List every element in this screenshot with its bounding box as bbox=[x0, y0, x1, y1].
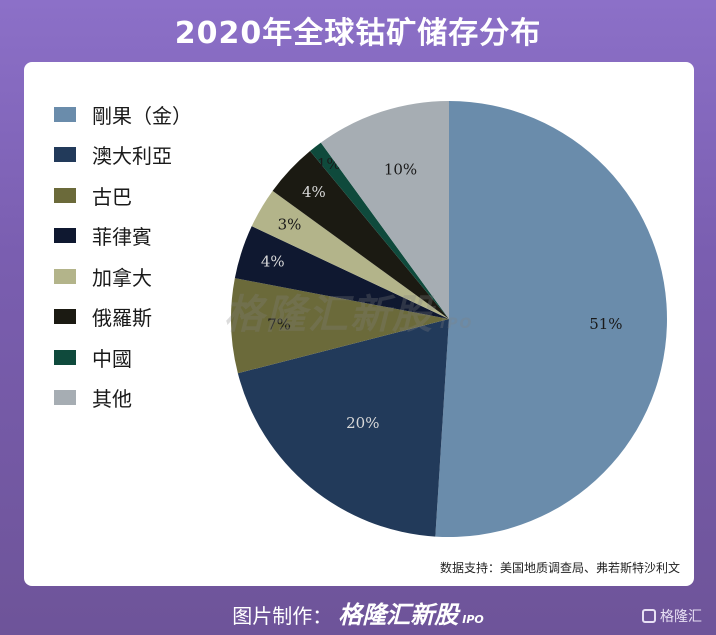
pie-slice bbox=[237, 319, 449, 537]
legend-swatch bbox=[54, 309, 76, 325]
legend-label: 其他 bbox=[92, 387, 132, 412]
legend-item: 其他 bbox=[54, 378, 192, 419]
legend-swatch bbox=[54, 349, 76, 365]
legend-label: 俄羅斯 bbox=[92, 306, 152, 331]
pie-slice bbox=[231, 278, 449, 374]
source-note: 数据支持：美国地质调查局、弗若斯特沙利文 bbox=[439, 561, 680, 575]
legend-label: 加拿大 bbox=[92, 265, 152, 290]
pie-slice-label: 20% bbox=[346, 414, 379, 432]
chart-card: 51% 20% 7% 4% 3% 4% 1% 10% 格隆汇新股 IPO 剛果（金） 澳大利亞 古巴… bbox=[24, 62, 694, 586]
legend-label: 剛果（金） bbox=[92, 103, 192, 128]
legend-item: 菲律賓 bbox=[54, 216, 192, 257]
pie-slice-label: 4% bbox=[302, 183, 326, 201]
footer-credit: 图片制作： 格隆汇新股 IPO bbox=[0, 595, 716, 630]
pie-slice bbox=[435, 101, 667, 537]
legend-swatch bbox=[54, 187, 76, 203]
page-title: 2020年全球钴矿储存分布 bbox=[174, 16, 542, 51]
corner-logo: 格隆汇 bbox=[642, 606, 702, 626]
legend-item: 剛果（金） bbox=[54, 94, 192, 135]
footer-brand: 格隆汇新股 IPO bbox=[338, 601, 484, 629]
legend-label: 澳大利亞 bbox=[92, 144, 172, 169]
gelonghui-logo-icon bbox=[642, 609, 656, 623]
legend-item: 古巴 bbox=[54, 175, 192, 216]
legend-swatch bbox=[54, 268, 76, 284]
pie-slice bbox=[310, 142, 449, 319]
footer-brand-text: 格隆汇新股 bbox=[338, 601, 459, 629]
footer-brand-sub: IPO bbox=[462, 613, 484, 626]
pie-slice-label: 4% bbox=[261, 253, 285, 271]
pie-slice bbox=[320, 101, 449, 319]
legend-item: 澳大利亞 bbox=[54, 135, 192, 176]
pie-slice-label: 3% bbox=[278, 216, 302, 234]
legend-swatch bbox=[54, 106, 76, 122]
pie-chart: 51%20%7%4%3%4%1% 10% bbox=[231, 101, 667, 537]
legend-item: 中國 bbox=[54, 337, 192, 378]
pie-slice bbox=[234, 226, 449, 319]
watermark: 格隆汇新股 IPO bbox=[224, 282, 473, 340]
legend-label: 古巴 bbox=[92, 184, 132, 209]
footer-prefix: 图片制作： bbox=[232, 604, 333, 628]
legend-item: 俄羅斯 bbox=[54, 297, 192, 338]
watermark-sub: IPO bbox=[440, 316, 474, 332]
legend-item: 加拿大 bbox=[54, 256, 192, 297]
legend-swatch bbox=[54, 147, 76, 163]
pie-slice-label: 7% bbox=[267, 315, 291, 333]
pie-slice-label: 10% bbox=[384, 161, 417, 179]
corner-logo-text: 格隆汇 bbox=[660, 609, 702, 625]
legend-label: 中國 bbox=[92, 346, 132, 371]
pie-slice-label: 51% bbox=[589, 315, 622, 333]
pie-slice bbox=[272, 151, 449, 319]
legend-swatch bbox=[54, 390, 76, 406]
legend-label: 菲律賓 bbox=[92, 225, 152, 250]
legend-swatch bbox=[54, 228, 76, 244]
pie-slice bbox=[251, 190, 449, 319]
legend: 剛果（金） 澳大利亞古巴菲律賓加拿大俄羅斯中國其他 bbox=[54, 94, 192, 418]
watermark-text: 格隆汇新股 bbox=[224, 292, 434, 338]
